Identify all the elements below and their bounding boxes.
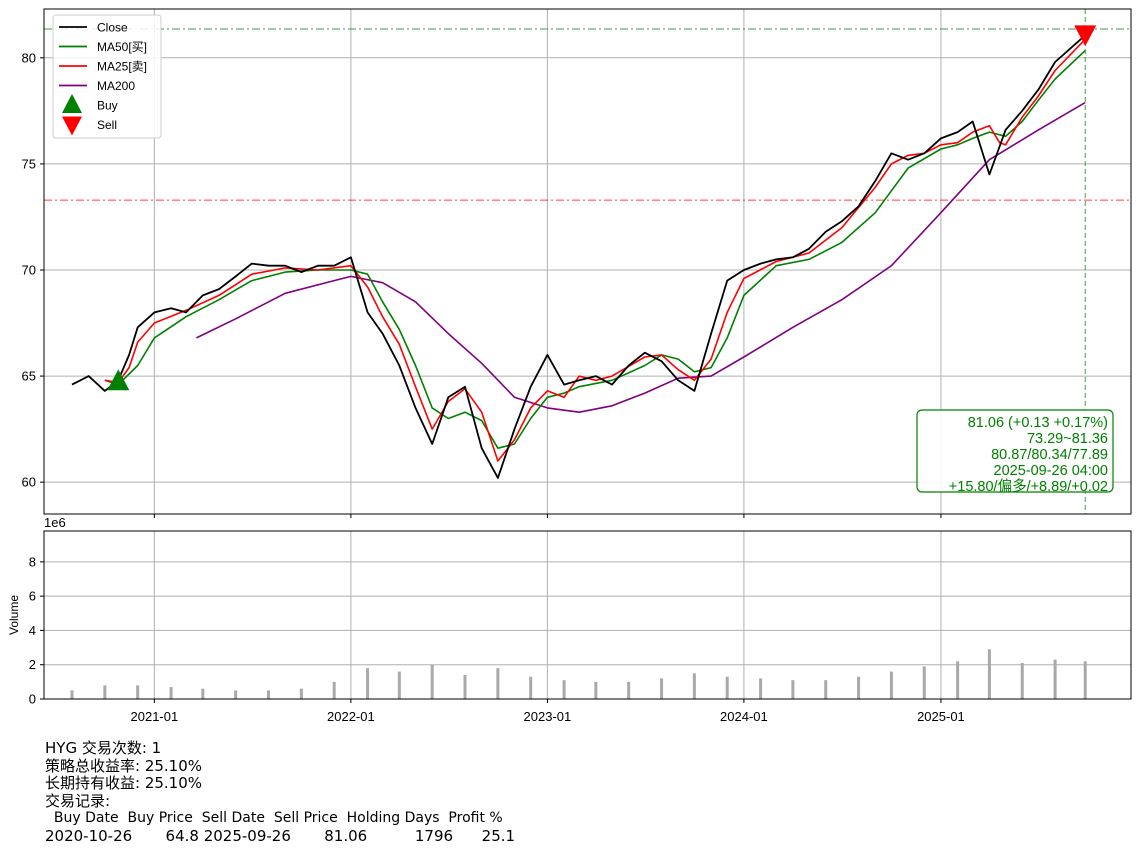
- price-panel: 60 65 70 75 80 Close MA50[买] MA25[卖] MA200 Buy Sel…: [22, 8, 1132, 518]
- ma200-line: [196, 101, 1086, 414]
- records-title: 交易记录:: [45, 791, 111, 810]
- records-header: Buy Date Buy Price Sell Date Sell Price …: [45, 810, 503, 826]
- price-ytick-label: 80: [22, 50, 36, 65]
- volume-scale-label: 1e6: [44, 515, 66, 530]
- volume-bar: [234, 690, 238, 699]
- volume-bar: [922, 666, 926, 699]
- volume-bar: [725, 676, 729, 699]
- sell-marker: [1074, 25, 1097, 47]
- volume-bar: [594, 681, 598, 699]
- volume-ytick-label: 2: [29, 657, 36, 672]
- annotation-line: +15.80/偏多/+8.89/+0.02: [949, 478, 1108, 495]
- volume-bar: [103, 685, 107, 699]
- volume-bar: [660, 678, 664, 699]
- volume-bar: [463, 675, 467, 699]
- price-ytick-label: 70: [22, 262, 36, 277]
- legend-label: Buy: [97, 99, 118, 113]
- volume-bar: [136, 685, 140, 699]
- volume-bar: [956, 661, 960, 699]
- price-ytick-label: 75: [22, 156, 36, 171]
- strategy-return: 策略总收益率: 25.10%: [45, 756, 203, 775]
- volume-panel: 0 2 4 6 8 2021-01 2022-01 2023-01 2024-01 2025-01…: [7, 515, 1132, 724]
- volume-bar: [692, 673, 696, 699]
- volume-bar: [759, 678, 763, 699]
- volume-frame: [43, 530, 1132, 700]
- legend-label: MA200: [97, 79, 135, 93]
- legend-label: Close: [97, 21, 128, 35]
- price-ytick-label: 60: [22, 475, 36, 490]
- volume-xtick-label: 2025-01: [917, 709, 965, 724]
- buy-marker: [107, 369, 130, 391]
- volume-ytick-label: 4: [29, 623, 36, 638]
- volume-ytick-label: 6: [29, 589, 36, 604]
- volume-bar: [1020, 663, 1024, 699]
- legend-label: Sell: [97, 118, 117, 132]
- volume-bar: [332, 681, 336, 699]
- volume-bar: [824, 680, 828, 699]
- summary-title: HYG 交易次数: 1: [45, 739, 162, 757]
- ma25-line: [104, 38, 1086, 462]
- volume-ytick-label: 0: [29, 692, 36, 707]
- annotation-line: 2025-09-26 04:00: [994, 463, 1109, 479]
- volume-xtick-label: 2021-01: [131, 709, 179, 724]
- ma50-line: [104, 50, 1086, 450]
- volume-bar: [430, 664, 434, 699]
- close-line: [71, 34, 1086, 479]
- records-row: 2020-10-26 64.8 2025-09-26 81.06 1796 25…: [45, 826, 516, 845]
- volume-bar: [1053, 659, 1057, 699]
- annotation-box: [916, 409, 1114, 493]
- volume-xtick-label: 2023-01: [524, 709, 572, 724]
- volume-bar: [169, 687, 173, 699]
- volume-bar: [529, 676, 533, 699]
- volume-bar: [70, 690, 74, 699]
- volume-bar: [366, 668, 370, 699]
- volume-bar: [627, 681, 631, 699]
- annotation-line: 80.87/80.34/77.89: [991, 447, 1108, 463]
- annotation-line: 73.29~81.36: [1027, 431, 1108, 447]
- volume-xtick-label: 2024-01: [720, 709, 768, 724]
- legend-label: MA25[卖]: [97, 60, 147, 74]
- volume-axis-label: Volume: [7, 595, 21, 635]
- volume-bar: [299, 688, 303, 699]
- volume-bar: [791, 680, 795, 699]
- volume-bar: [201, 688, 205, 699]
- annotation-line: 81.06 (+0.13 +0.17%): [968, 415, 1108, 431]
- trade-summary: HYG 交易次数: 1 策略总收益率: 25.10% 长期持有收益: 25.10…: [45, 739, 516, 845]
- volume-bar: [987, 649, 991, 699]
- holding-return: 长期持有收益: 25.10%: [45, 774, 203, 792]
- volume-bar: [496, 668, 500, 699]
- price-ytick-label: 65: [22, 369, 36, 384]
- legend-swatch: [62, 116, 82, 136]
- legend-swatch: [62, 94, 82, 113]
- volume-bar: [397, 671, 401, 699]
- volume-bar: [267, 690, 271, 699]
- volume-bar: [562, 680, 566, 699]
- volume-xtick-label: 2022-01: [327, 709, 375, 724]
- price-frame: [43, 8, 1132, 515]
- volume-bar: [889, 671, 893, 699]
- volume-bar: [857, 676, 861, 699]
- legend-label: MA50[买]: [97, 40, 147, 54]
- volume-bar: [1083, 661, 1087, 699]
- volume-ytick-label: 8: [29, 554, 36, 569]
